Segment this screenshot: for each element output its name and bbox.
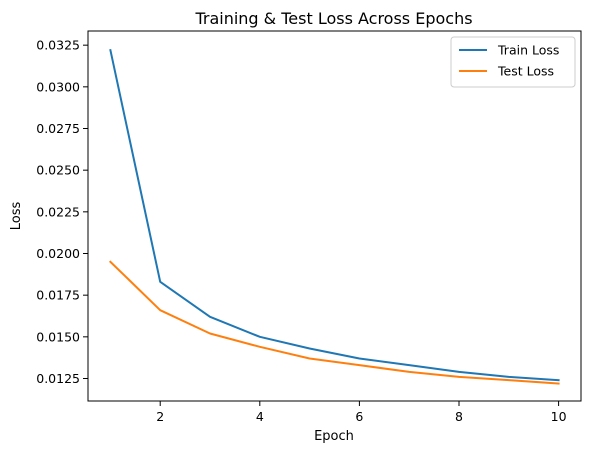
legend-entries: Train Loss Test Loss [459, 43, 559, 79]
y-tick-label: 0.0275 [36, 121, 80, 136]
y-axis-ticks: 0.0125 0.0150 0.0175 0.0200 0.0225 0.0250 0.02… [36, 38, 88, 386]
legend-label-train-loss: Train Loss [497, 43, 559, 58]
x-tick-label: 8 [455, 409, 463, 424]
y-tick-label: 0.0200 [36, 246, 80, 261]
x-tick-label: 4 [256, 409, 264, 424]
legend: Train Loss Test Loss [450, 36, 576, 88]
y-tick-label: 0.0300 [36, 79, 80, 94]
y-tick-label: 0.0325 [36, 38, 80, 53]
x-tick-label: 2 [156, 409, 164, 424]
legend-label-test-loss: Test Loss [497, 64, 554, 79]
y-tick-label: 0.0225 [36, 204, 80, 219]
x-tick-label: 10 [551, 409, 567, 424]
series-line-train-loss [109, 48, 560, 382]
y-tick-label: 0.0250 [36, 163, 80, 178]
y-axis-label: Loss [9, 202, 24, 231]
x-tick-label: 6 [355, 409, 363, 424]
series-line-test-loss [108, 260, 560, 385]
y-tick-label: 0.0125 [36, 371, 80, 386]
plot-area-frame [87, 30, 582, 402]
series-lines [108, 48, 560, 385]
y-tick-label: 0.0175 [36, 288, 80, 303]
x-axis-label: Epoch [314, 429, 354, 444]
x-axis-ticks: 2 4 6 8 10 [156, 401, 567, 424]
chart-title: Training & Test Loss Across Epochs [194, 9, 472, 28]
y-tick-label: 0.0150 [36, 329, 80, 344]
